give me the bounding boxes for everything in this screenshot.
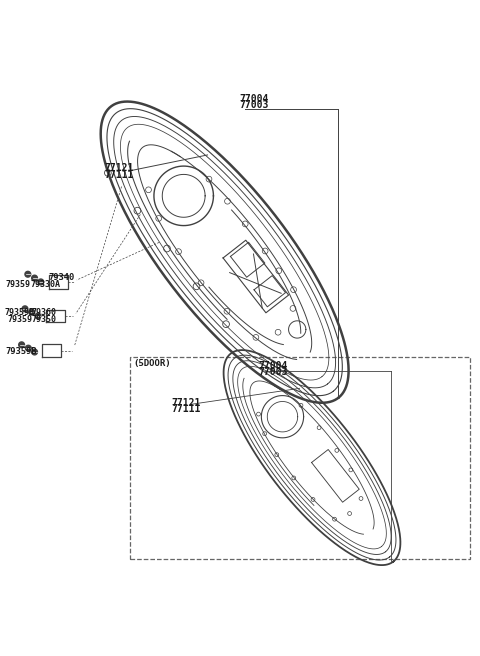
- Text: 79350: 79350: [32, 315, 57, 323]
- Text: 79360: 79360: [32, 308, 57, 317]
- Text: 77111: 77111: [105, 170, 134, 180]
- Polygon shape: [32, 276, 37, 281]
- Polygon shape: [25, 272, 31, 277]
- Polygon shape: [25, 345, 31, 351]
- Text: 79359B: 79359B: [5, 308, 35, 317]
- Bar: [130, 357, 470, 560]
- Text: 79330A: 79330A: [31, 280, 60, 289]
- Text: 77004: 77004: [258, 361, 288, 371]
- Polygon shape: [32, 349, 37, 355]
- Polygon shape: [19, 342, 24, 348]
- Polygon shape: [35, 313, 41, 319]
- Text: 77004: 77004: [240, 94, 269, 104]
- Text: 77121: 77121: [105, 163, 134, 173]
- Polygon shape: [38, 279, 44, 285]
- Text: 79359: 79359: [8, 315, 33, 323]
- Text: 77121: 77121: [172, 398, 201, 408]
- Text: 79359: 79359: [6, 280, 31, 289]
- Text: 77003: 77003: [240, 100, 269, 110]
- Text: (5DOOR): (5DOOR): [133, 359, 171, 368]
- Text: 77111: 77111: [172, 404, 201, 415]
- Polygon shape: [29, 309, 35, 315]
- Text: 77003: 77003: [258, 367, 288, 377]
- Polygon shape: [22, 306, 28, 312]
- Text: 79340: 79340: [48, 274, 74, 282]
- Text: 79359B: 79359B: [6, 347, 37, 356]
